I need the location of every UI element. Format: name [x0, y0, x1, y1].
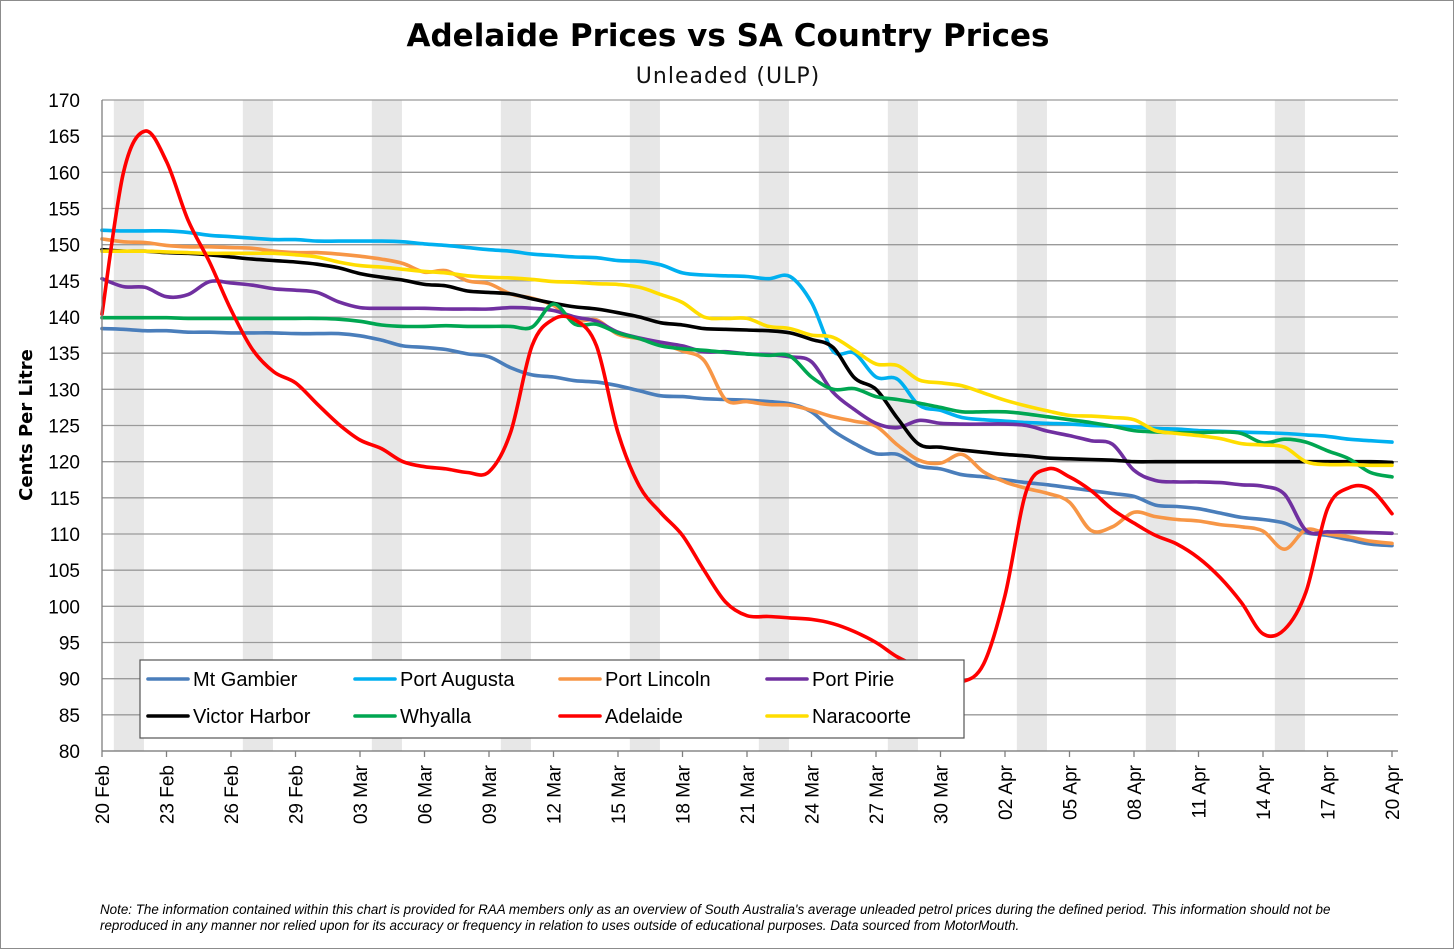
- series-line-naracoorte: [100, 249, 1394, 468]
- x-tick-label: 11 Apr: [1190, 764, 1211, 818]
- y-tick-label: 150: [48, 236, 80, 257]
- x-tick-label: 17 Apr: [1319, 764, 1340, 820]
- legend: Mt Gambier Port Augusta Port Lincoln Port P…: [139, 659, 965, 739]
- x-axis-ticks: 20 Feb 23 Feb 26 Feb 29 Feb 03 Mar 06 Mar 09 M…: [93, 751, 1404, 824]
- x-tick-label: 26 Feb: [222, 765, 243, 824]
- x-tick-label: 05 Apr: [1061, 764, 1082, 820]
- y-axis-label: Cents Per Litre: [16, 349, 37, 501]
- legend-label-mt-gambier: Mt Gambier: [193, 669, 298, 691]
- gridlines: [102, 99, 1398, 752]
- y-tick-label: 90: [59, 670, 80, 691]
- y-tick-label: 145: [48, 272, 80, 293]
- chart-note: Note: The information contained within t…: [100, 902, 1331, 933]
- legend-label-adelaide: Adelaide: [605, 706, 683, 728]
- y-tick-label: 105: [48, 561, 80, 582]
- series-line-adelaide: [100, 129, 1394, 684]
- y-tick-label: 170: [48, 91, 80, 112]
- x-tick-label: 08 Apr: [1125, 764, 1146, 820]
- y-tick-label: 100: [48, 597, 80, 618]
- series-line-victor-harbor: [100, 247, 1394, 465]
- chart-subtitle: Unleaded (ULP): [635, 64, 821, 89]
- x-tick-label: 12 Mar: [545, 764, 566, 824]
- x-tick-label: 20 Apr: [1383, 764, 1404, 820]
- y-tick-label: 95: [59, 634, 80, 655]
- legend-label-victor-harbor: Victor Harbor: [193, 706, 311, 728]
- y-axis-ticks: 80 85 90 95 100 105 110 115 120 125 130 135 140 145 15…: [48, 91, 80, 763]
- series-line-port-lincoln: [100, 237, 1394, 551]
- y-tick-label: 125: [48, 417, 80, 438]
- series-line-port-augusta: [100, 228, 1394, 444]
- y-tick-label: 80: [59, 742, 80, 763]
- y-tick-label: 135: [48, 344, 80, 365]
- y-tick-label: 120: [48, 453, 80, 474]
- x-tick-label: 03 Mar: [351, 764, 372, 824]
- legend-box: [139, 659, 965, 739]
- x-tick-label: 21 Mar: [738, 764, 759, 824]
- y-tick-label: 140: [48, 308, 80, 329]
- x-tick-label: 30 Mar: [932, 764, 953, 824]
- series-lines: [100, 129, 1394, 684]
- legend-label-port-augusta: Port Augusta: [400, 669, 515, 691]
- x-tick-label: 23 Feb: [158, 765, 179, 824]
- x-tick-label: 18 Mar: [674, 764, 695, 824]
- x-tick-label: 09 Mar: [480, 764, 501, 824]
- y-tick-label: 160: [48, 163, 80, 184]
- x-tick-label: 27 Mar: [867, 764, 888, 824]
- x-tick-label: 02 Apr: [996, 764, 1017, 820]
- x-tick-label: 06 Mar: [416, 764, 437, 824]
- legend-label-port-pirie: Port Pirie: [812, 669, 894, 691]
- y-tick-label: 155: [48, 200, 80, 221]
- y-tick-label: 110: [50, 525, 80, 546]
- x-tick-label: 20 Feb: [93, 765, 114, 824]
- x-tick-label: 24 Mar: [803, 764, 824, 824]
- x-tick-label: 15 Mar: [609, 764, 630, 824]
- legend-label-port-lincoln: Port Lincoln: [605, 669, 711, 691]
- y-tick-label: 165: [48, 127, 80, 148]
- chart-title: Adelaide Prices vs SA Country Prices: [406, 18, 1050, 54]
- x-tick-label: 14 Apr: [1254, 764, 1275, 820]
- y-tick-label: 130: [48, 380, 80, 401]
- legend-label-naracoorte: Naracoorte: [812, 706, 911, 728]
- y-tick-label: 85: [59, 706, 80, 727]
- y-tick-label: 115: [50, 489, 80, 510]
- x-tick-label: 29 Feb: [287, 765, 308, 824]
- legend-label-whyalla: Whyalla: [400, 706, 472, 728]
